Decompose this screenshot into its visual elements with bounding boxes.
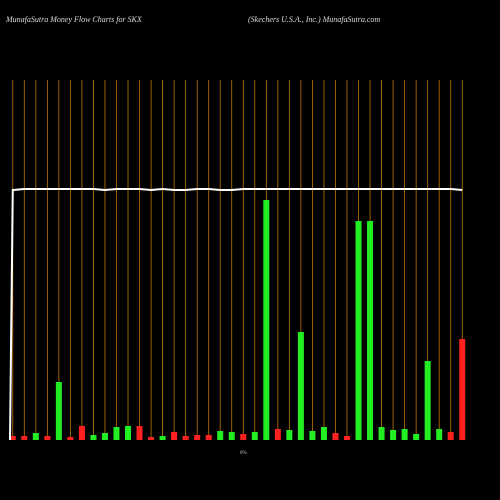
bar xyxy=(286,430,293,440)
bar xyxy=(459,339,466,440)
bar xyxy=(125,426,132,440)
bar xyxy=(424,361,431,440)
chart-subtitle: (Skechers U.S.A., Inc.) MunafaSutra.com xyxy=(248,15,380,24)
bar xyxy=(251,432,258,440)
bar xyxy=(217,431,224,440)
bar xyxy=(101,433,108,440)
bar xyxy=(136,426,143,440)
bar xyxy=(413,434,420,440)
bar xyxy=(67,437,74,440)
bar xyxy=(263,200,270,440)
bar xyxy=(367,221,374,440)
bar xyxy=(436,429,443,440)
zero-label: 0% xyxy=(240,451,247,456)
bar xyxy=(78,426,85,440)
bar xyxy=(32,433,39,440)
bar xyxy=(113,427,120,440)
bar xyxy=(182,436,189,440)
bar xyxy=(205,435,212,440)
bar xyxy=(90,435,97,440)
bar xyxy=(159,436,166,440)
bar xyxy=(447,432,454,440)
bar xyxy=(148,437,155,440)
bar xyxy=(21,436,28,440)
bar xyxy=(390,430,397,440)
bar xyxy=(240,434,247,440)
bar xyxy=(401,429,408,440)
bar xyxy=(9,436,16,440)
bar xyxy=(332,433,339,440)
bar xyxy=(44,436,51,440)
bar xyxy=(297,332,304,440)
bar xyxy=(171,432,178,440)
bar xyxy=(309,431,316,440)
money-flow-line xyxy=(9,187,463,441)
bar xyxy=(320,427,327,440)
bar xyxy=(355,221,362,440)
bar xyxy=(343,436,350,440)
bar xyxy=(194,435,201,440)
bar xyxy=(228,432,235,440)
bar xyxy=(274,429,281,440)
chart-title: MunafaSutra Money Flow Charts for SKX xyxy=(5,15,143,24)
bar xyxy=(378,427,385,440)
bar xyxy=(55,382,62,440)
